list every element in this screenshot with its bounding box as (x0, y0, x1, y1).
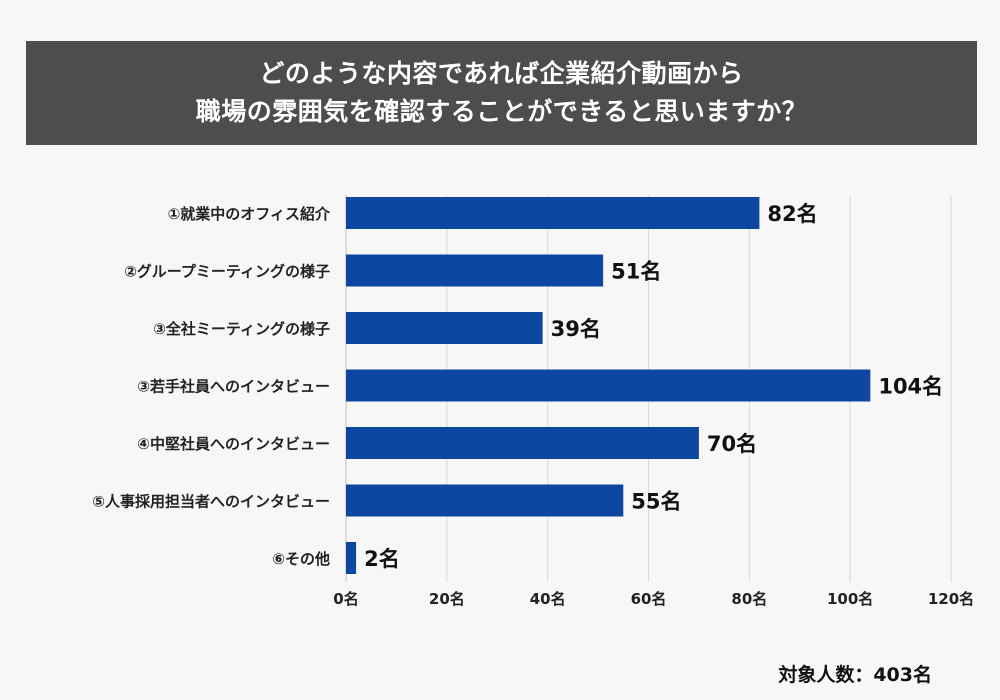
bar (346, 484, 624, 517)
value-label: 55名 (631, 490, 681, 514)
value-label: 82名 (767, 202, 817, 226)
category-label: ③全社ミーティングの様子 (153, 320, 330, 338)
x-tick-label: 80名 (731, 590, 767, 608)
bar (346, 542, 357, 574)
bar (346, 197, 760, 229)
title-line-2: 職場の雰囲気を確認することができると思いますか？ (195, 97, 808, 126)
x-tick-label: 40名 (530, 590, 566, 608)
x-tick-label: 60名 (631, 590, 667, 608)
category-label: ②グループミーティングの様子 (124, 263, 330, 281)
bar (346, 312, 543, 344)
category-label: ①就業中のオフィス紹介 (168, 205, 331, 223)
category-label: ④中堅社員へのインタビュー (137, 435, 330, 453)
bar (346, 427, 699, 459)
value-label: 70名 (707, 432, 757, 456)
value-label: 51名 (611, 260, 661, 284)
x-tick-labels: 0名 20名 40名 60名 80名 100名 120名 (333, 590, 974, 608)
x-tick-label: 0名 (333, 590, 358, 608)
category-labels: ①就業中のオフィス紹介 ②グループミーティングの様子 ③全社ミーティングの様子 ③若手… (92, 205, 331, 568)
bar (346, 254, 604, 287)
x-tick-label: 120名 (928, 590, 974, 608)
x-tick-label: 100名 (827, 590, 873, 608)
chart-title: どのような内容であれば企業紹介動画から 職場の雰囲気を確認することができると思い… (26, 41, 977, 145)
value-label: 2名 (364, 547, 400, 571)
bars (346, 197, 871, 574)
value-label: 39名 (551, 317, 601, 341)
bar (346, 369, 871, 402)
value-label: 104名 (878, 375, 943, 399)
category-label: ③若手社員へのインタビュー (137, 378, 330, 396)
sample-size-note: 対象人数：403名 (778, 664, 932, 686)
category-label: ⑥その他 (272, 550, 330, 568)
title-line-1: どのような内容であれば企業紹介動画から (259, 59, 744, 88)
value-labels: 82名 51名 39名 104名 70名 55名 2名 (364, 202, 943, 571)
x-tick-label: 20名 (429, 590, 465, 608)
category-label: ⑤人事採用担当者へのインタビュー (92, 493, 330, 511)
